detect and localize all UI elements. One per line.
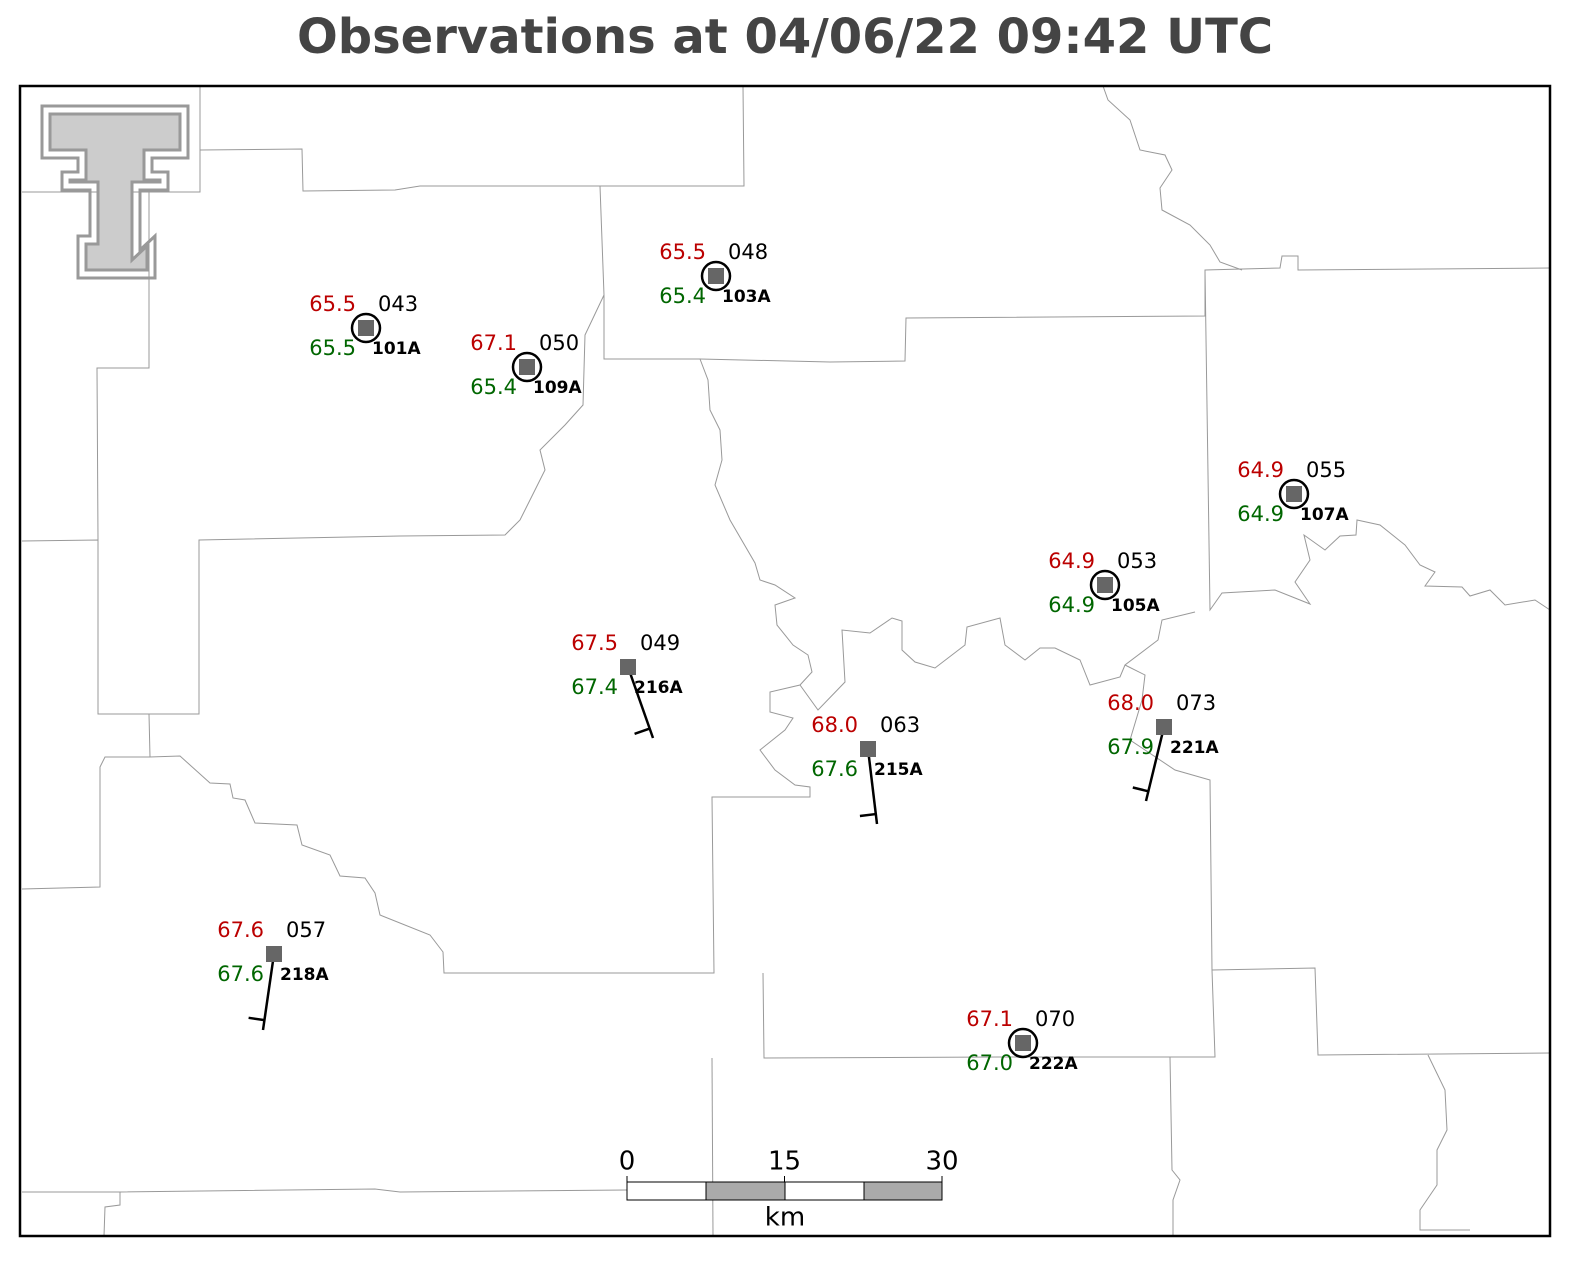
wind-barb-flag bbox=[859, 812, 876, 818]
station-id: 107A bbox=[1300, 505, 1349, 525]
station: 67.6 057 67.6 218A bbox=[217, 918, 329, 1031]
temperature: 68.0 bbox=[811, 713, 858, 737]
temperature: 67.6 bbox=[217, 918, 264, 942]
calm-circle bbox=[1007, 1027, 1039, 1059]
station-id: 103A bbox=[722, 287, 771, 307]
station-id: 216A bbox=[634, 678, 683, 698]
station-marker bbox=[1015, 1035, 1031, 1051]
temperature: 68.0 bbox=[1107, 691, 1154, 715]
dewpoint: 65.4 bbox=[470, 375, 517, 399]
pressure: 057 bbox=[286, 918, 326, 942]
station: 65.5 043 65.5 101A bbox=[309, 292, 421, 360]
station: 64.9 053 64.9 105A bbox=[1048, 549, 1160, 617]
temperature: 65.5 bbox=[659, 240, 706, 264]
dewpoint: 65.4 bbox=[659, 284, 706, 308]
calm-circle bbox=[700, 260, 732, 292]
map-frame bbox=[18, 84, 1552, 1238]
dewpoint: 64.9 bbox=[1237, 502, 1284, 526]
station: 65.5 048 65.4 103A bbox=[659, 240, 771, 308]
pressure: 073 bbox=[1176, 691, 1216, 715]
pressure: 053 bbox=[1117, 549, 1157, 573]
scale-label: 30 bbox=[925, 1147, 958, 1177]
pressure: 049 bbox=[640, 631, 680, 655]
scale-label: 15 bbox=[768, 1147, 801, 1177]
wind-barb-flag bbox=[1132, 786, 1149, 793]
pressure: 048 bbox=[728, 240, 768, 264]
station-marker bbox=[1156, 719, 1172, 735]
station-marker bbox=[266, 946, 282, 962]
pressure: 055 bbox=[1306, 458, 1346, 482]
temperature: 67.5 bbox=[571, 631, 618, 655]
calm-circle bbox=[1278, 478, 1310, 510]
station-id: 105A bbox=[1111, 596, 1160, 616]
dewpoint: 67.4 bbox=[571, 675, 618, 699]
station-marker bbox=[519, 359, 535, 375]
wind-barb bbox=[626, 666, 655, 739]
pressure: 063 bbox=[880, 713, 920, 737]
calm-circle bbox=[511, 351, 543, 383]
dewpoint: 67.6 bbox=[217, 962, 264, 986]
station: 67.1 070 67.0 222A bbox=[966, 1007, 1078, 1075]
station-marker bbox=[358, 320, 374, 336]
station-marker bbox=[1286, 486, 1302, 502]
station-id: 222A bbox=[1029, 1054, 1078, 1074]
pressure: 070 bbox=[1035, 1007, 1075, 1031]
wind-barb-flag bbox=[248, 1016, 265, 1022]
pressure: 043 bbox=[378, 292, 418, 316]
calm-circle bbox=[350, 312, 382, 344]
station: 67.1 050 65.4 109A bbox=[470, 331, 582, 399]
dewpoint: 67.6 bbox=[811, 757, 858, 781]
wind-barb bbox=[866, 748, 879, 825]
calm-circle bbox=[1089, 569, 1121, 601]
temperature: 67.1 bbox=[966, 1007, 1013, 1031]
wind-barb-flag bbox=[634, 727, 651, 736]
station: 68.0 073 67.9 221A bbox=[1107, 691, 1219, 802]
dewpoint: 64.9 bbox=[1048, 593, 1095, 617]
station-marker bbox=[860, 741, 876, 757]
station-marker bbox=[708, 268, 724, 284]
pressure: 050 bbox=[539, 331, 579, 355]
dewpoint: 67.9 bbox=[1107, 735, 1154, 759]
scale-unit: km bbox=[765, 1203, 805, 1233]
county-lines bbox=[21, 85, 1551, 1237]
station-id: 109A bbox=[533, 378, 582, 398]
temperature: 64.9 bbox=[1048, 549, 1095, 573]
logo bbox=[40, 104, 190, 280]
station: 67.5 049 67.4 216A bbox=[571, 631, 683, 739]
station-id: 218A bbox=[280, 965, 329, 985]
temperature: 67.1 bbox=[470, 331, 517, 355]
station-id: 221A bbox=[1170, 738, 1219, 758]
temperature: 65.5 bbox=[309, 292, 356, 316]
title: Observations at 04/06/22 09:42 UTC bbox=[297, 9, 1273, 65]
station: 68.0 063 67.6 215A bbox=[811, 713, 923, 825]
station-marker bbox=[620, 659, 636, 675]
wind-barb bbox=[1144, 726, 1166, 802]
scale-label: 0 bbox=[619, 1147, 636, 1177]
station: 64.9 055 64.9 107A bbox=[1237, 458, 1349, 526]
station-id: 101A bbox=[372, 339, 421, 359]
dewpoint: 65.5 bbox=[309, 336, 356, 360]
dewpoint: 67.0 bbox=[966, 1051, 1013, 1075]
scale-bar: km bbox=[626, 1181, 943, 1233]
wind-barb bbox=[261, 953, 276, 1031]
station-id: 215A bbox=[874, 760, 923, 780]
station-marker bbox=[1097, 577, 1113, 593]
temperature: 64.9 bbox=[1237, 458, 1284, 482]
